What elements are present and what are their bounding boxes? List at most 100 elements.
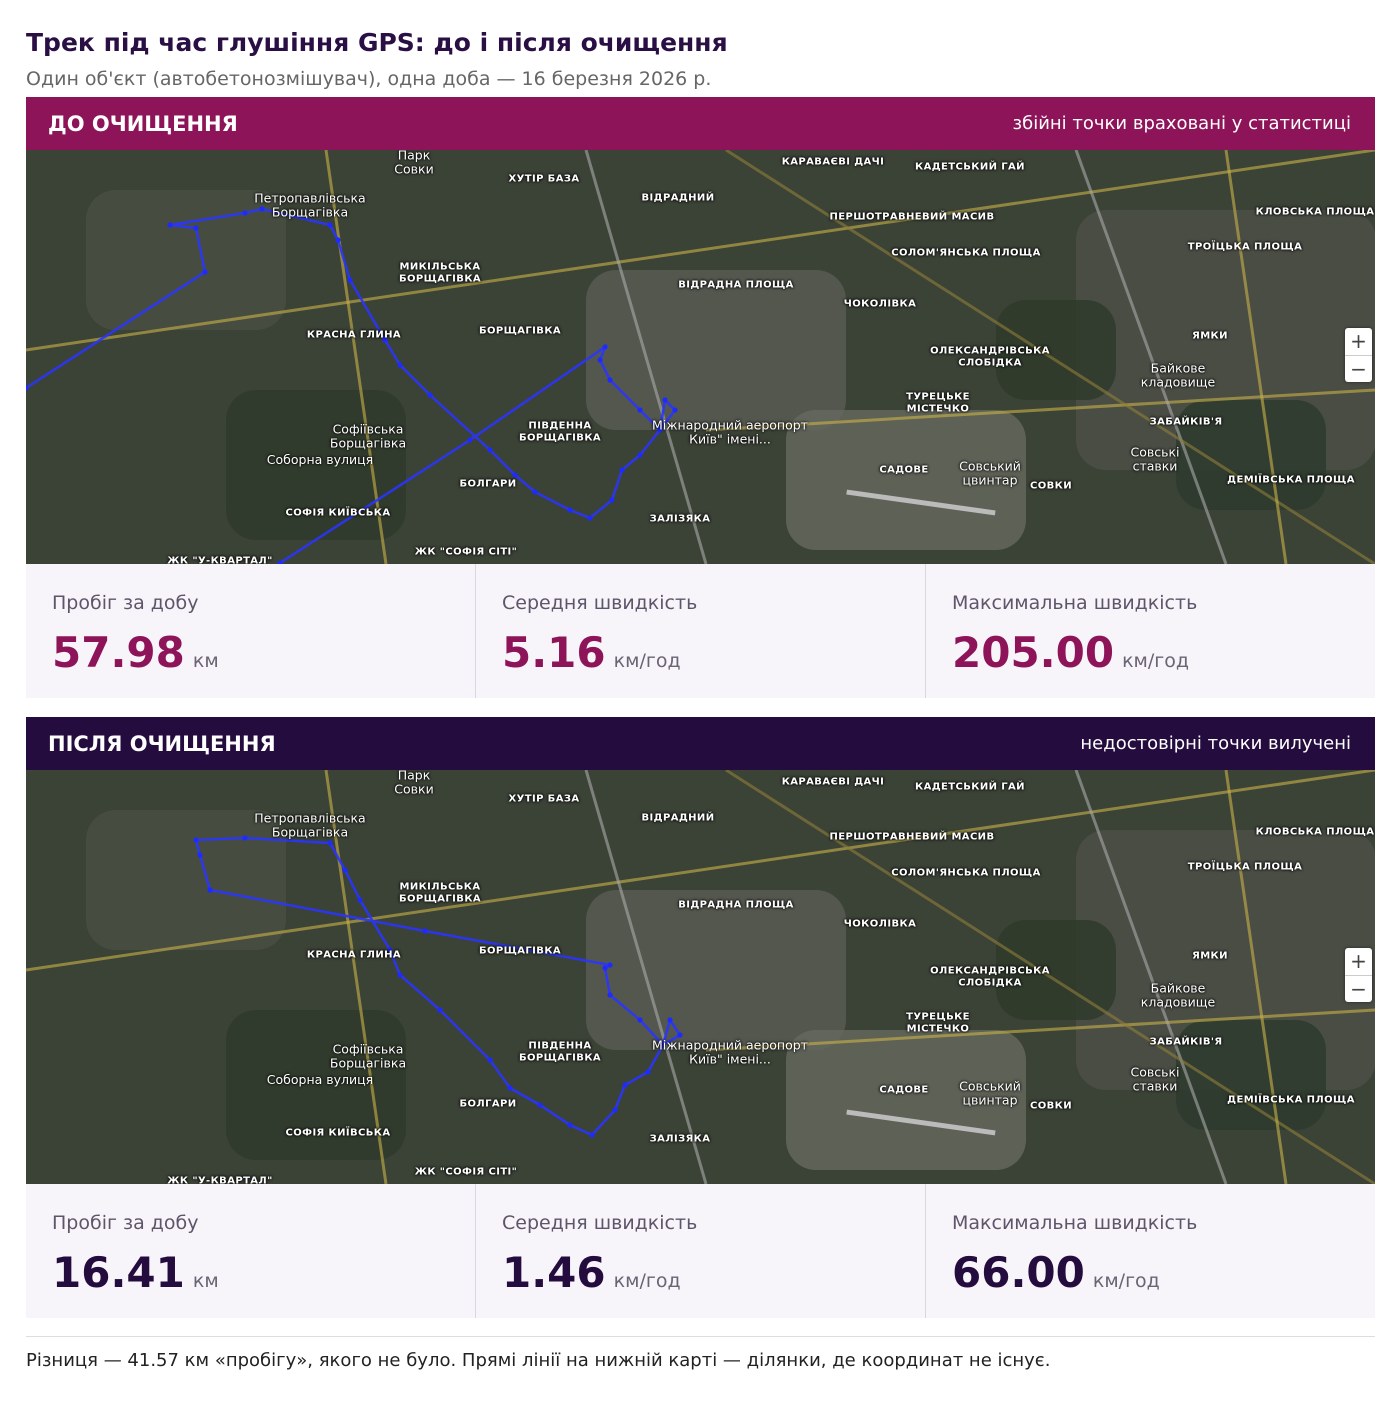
gps-point bbox=[609, 497, 615, 503]
map-label: Совські ставки bbox=[1130, 1064, 1180, 1094]
map-background bbox=[26, 770, 1375, 1184]
map-label: ХУТІР БАЗА bbox=[508, 793, 580, 805]
stat-value: 5.16 bbox=[502, 628, 606, 677]
map-label: СОЛОМ'ЯНСЬКА ПЛОЩА bbox=[891, 867, 1041, 879]
zoom-out-button[interactable]: − bbox=[1345, 975, 1372, 1002]
gps-point bbox=[637, 407, 643, 413]
map: Парк Совки ХУТІР БАЗА КАРАВАЄВІ ДАЧІ КАДЕТС… bbox=[26, 150, 1375, 564]
stat-value: 1.46 bbox=[502, 1248, 606, 1297]
road bbox=[584, 150, 708, 564]
panel: ПІСЛЯ ОЧИЩЕННЯ недостовірні точки вилучен… bbox=[26, 717, 1375, 1318]
map-label: ЖК "У-КВАРТАЛ" bbox=[167, 1175, 273, 1184]
map-label: Петропавлівська Борщагівка bbox=[254, 190, 366, 220]
gps-point bbox=[342, 867, 348, 873]
zoom-control: + − bbox=[1345, 328, 1372, 382]
gps-point bbox=[532, 489, 538, 495]
map-label: ЧОКОЛІВКА bbox=[843, 298, 917, 310]
map-label: БОРЩАГІВКА bbox=[478, 945, 562, 957]
map-label: Байкове кладовище bbox=[1140, 980, 1216, 1010]
gps-point bbox=[382, 337, 388, 343]
zoom-out-button[interactable]: − bbox=[1345, 355, 1372, 382]
road bbox=[584, 770, 708, 1184]
map-label: ВІДРАДНА ПЛОЩА bbox=[678, 899, 794, 911]
gps-point bbox=[487, 1057, 493, 1063]
stat-value-row: 16.41 км bbox=[52, 1248, 475, 1297]
stat-label: Максимальна швидкість bbox=[952, 1212, 1198, 1234]
gps-point bbox=[347, 277, 353, 283]
stat: Пробіг за добу 16.41 км bbox=[26, 1184, 475, 1318]
map-area bbox=[86, 810, 286, 950]
map-label: Совські ставки bbox=[1130, 444, 1180, 474]
map-area bbox=[786, 410, 1026, 550]
map-label: ЧОКОЛІВКА bbox=[843, 918, 917, 930]
map-label: ПЕРШОТРАВНЕВИЙ МАСИВ bbox=[829, 211, 995, 223]
gps-point bbox=[660, 1042, 666, 1048]
map-label: ЗАЛІЗЯКА bbox=[649, 513, 711, 525]
gps-point bbox=[607, 992, 613, 998]
road bbox=[324, 770, 388, 1184]
zoom-in-button[interactable]: + bbox=[1350, 329, 1367, 353]
gps-point bbox=[512, 472, 518, 478]
gps-point bbox=[357, 897, 363, 903]
gps-point bbox=[193, 225, 199, 231]
map-label: ЯМКИ bbox=[1192, 950, 1228, 962]
gps-point bbox=[202, 269, 208, 275]
map-label: КРАСНА ГЛИНА bbox=[306, 949, 402, 961]
map-label: ХУТІР БАЗА bbox=[508, 173, 580, 185]
map-label: ВІДРАДНИЙ bbox=[641, 812, 715, 824]
panel: ДО ОЧИЩЕННЯ збійні точки враховані у стат… bbox=[26, 97, 1375, 698]
map-label: КЛОВСЬКА ПЛОЩА bbox=[1255, 826, 1375, 838]
map-label: Софіївська Борщагівка bbox=[329, 421, 407, 451]
map-label: ЖК "У-КВАРТАЛ" bbox=[167, 555, 273, 564]
gps-point bbox=[193, 837, 199, 843]
gps-point bbox=[597, 357, 603, 363]
stat-value: 57.98 bbox=[52, 628, 185, 677]
map-label: СОФІЯ КИЇВСЬКА bbox=[285, 507, 391, 519]
stat-unit: км/год bbox=[1092, 1270, 1160, 1292]
gps-point bbox=[637, 452, 643, 458]
road bbox=[725, 770, 1375, 1184]
gps-point bbox=[622, 1082, 628, 1088]
gps-point bbox=[507, 1085, 513, 1091]
stat: Пробіг за добу 57.98 км bbox=[26, 564, 475, 698]
stat-value: 16.41 bbox=[52, 1248, 185, 1297]
stat: Середня швидкість 5.16 км/год bbox=[475, 564, 925, 698]
stat-value-row: 5.16 км/год bbox=[502, 628, 925, 677]
stat-unit: км/год bbox=[613, 1270, 681, 1292]
panel-header: ПІСЛЯ ОЧИЩЕННЯ недостовірні точки вилучен… bbox=[26, 717, 1375, 770]
map-label: ДЕМІЇВСЬКА ПЛОЩА bbox=[1227, 474, 1355, 486]
road bbox=[26, 150, 1375, 352]
map-label: ТУРЕЦЬКЕ МІСТЕЧКО bbox=[906, 1011, 970, 1035]
gps-point bbox=[487, 447, 493, 453]
map: Парк Совки ХУТІР БАЗА КАРАВАЄВІ ДАЧІ КАДЕТС… bbox=[26, 770, 1375, 1184]
gps-point bbox=[657, 427, 663, 433]
map-background bbox=[26, 150, 1375, 564]
map-label: БОЛГАРИ bbox=[459, 1098, 517, 1110]
runway bbox=[846, 1109, 996, 1136]
stat-value: 66.00 bbox=[952, 1248, 1085, 1297]
map-label: МИКІЛЬСЬКА БОРЩАГІВКА bbox=[398, 261, 482, 285]
map-label: ПЕРШОТРАВНЕВИЙ МАСИВ bbox=[829, 831, 995, 843]
map-label: ЖК "СОФІЯ СІТІ" bbox=[414, 546, 518, 558]
stat-label: Середня швидкість bbox=[502, 592, 698, 614]
zoom-in-button[interactable]: + bbox=[1350, 949, 1367, 973]
gps-point bbox=[327, 840, 333, 846]
map-label: Совський цвинтар bbox=[959, 458, 1021, 488]
map-area bbox=[786, 1030, 1026, 1170]
stat-unit: км bbox=[192, 650, 219, 672]
gps-point bbox=[167, 222, 173, 228]
map-label: ОЛЕКСАНДРІВСЬКА СЛОБІДКА bbox=[930, 965, 1050, 989]
map-label: Соборна вулиця bbox=[266, 451, 374, 467]
map-label: Парк Совки bbox=[394, 150, 434, 177]
map-label: СОВКИ bbox=[1029, 1100, 1073, 1112]
map-area bbox=[996, 920, 1116, 1020]
gps-point bbox=[422, 928, 428, 934]
road bbox=[705, 1008, 1375, 1052]
stat-label: Пробіг за добу bbox=[52, 592, 199, 614]
stat-unit: км/год bbox=[1122, 650, 1190, 672]
map-label: ТУРЕЦЬКЕ МІСТЕЧКО bbox=[906, 391, 970, 415]
gps-point bbox=[587, 515, 593, 521]
stat-label: Максимальна швидкість bbox=[952, 592, 1198, 614]
map-label: ВІДРАДНИЙ bbox=[641, 192, 715, 204]
map-label: КРАСНА ГЛИНА bbox=[306, 329, 402, 341]
